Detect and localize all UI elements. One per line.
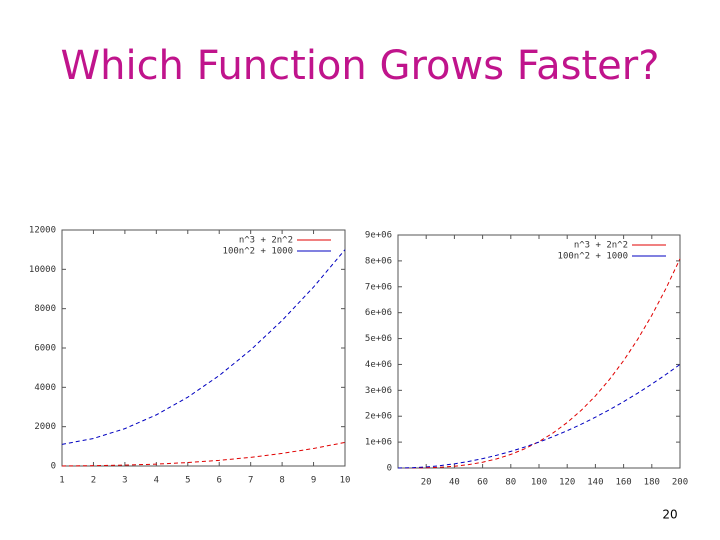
y-tick-label: 0 (387, 464, 392, 474)
x-tick-label: 40 (449, 478, 460, 488)
x-tick-label: 60 (477, 478, 488, 488)
y-tick-label: 4000 (34, 383, 56, 393)
y-tick-label: 7e+06 (365, 282, 392, 292)
series-line (61, 441, 346, 467)
y-tick-label: 4e+06 (365, 360, 392, 370)
x-tick-label: 140 (587, 478, 603, 488)
x-tick-label: 180 (644, 478, 660, 488)
y-tick-label: 2000 (34, 422, 56, 432)
y-tick-label: 8000 (34, 304, 56, 314)
series-line (61, 249, 346, 445)
x-tick-label: 80 (505, 478, 516, 488)
plot-frame (397, 234, 681, 469)
x-tick-label: 120 (559, 478, 575, 488)
x-tick-label: 8 (279, 476, 284, 486)
x-tick-label: 6 (217, 476, 222, 486)
y-tick-label: 6000 (34, 344, 56, 354)
x-tick-label: 10 (340, 476, 351, 486)
y-tick-label: 1e+06 (365, 438, 392, 448)
x-tick-label: 7 (248, 476, 253, 486)
x-tick-label: 2 (91, 476, 96, 486)
y-tick-label: 0 (51, 462, 56, 472)
y-tick-label: 3e+06 (365, 386, 392, 396)
y-tick-label: 10000 (29, 265, 56, 275)
x-tick-label: 20 (421, 478, 432, 488)
y-tick-label: 2e+06 (365, 412, 392, 422)
x-tick-label: 100 (531, 478, 547, 488)
y-tick-label: 5e+06 (365, 334, 392, 344)
x-tick-label: 1 (59, 476, 64, 486)
x-tick-label: 200 (672, 478, 688, 488)
series-line (397, 258, 681, 469)
series-line (397, 364, 681, 469)
y-tick-label: 9e+06 (365, 231, 392, 241)
x-tick-label: 9 (311, 476, 316, 486)
x-tick-label: 160 (615, 478, 631, 488)
y-tick-label: 12000 (29, 226, 56, 236)
plot-frame (61, 229, 346, 467)
x-tick-label: 3 (122, 476, 127, 486)
legend-label: 100n^2 + 1000 (558, 252, 628, 262)
slide-title: Which Function Grows Faster? (61, 43, 660, 89)
legend-label: 100n^2 + 1000 (223, 247, 293, 257)
x-tick-label: 4 (154, 476, 159, 486)
x-tick-label: 5 (185, 476, 190, 486)
legend-label: n^3 + 2n^2 (574, 241, 628, 251)
y-tick-label: 6e+06 (365, 308, 392, 318)
y-tick-label: 8e+06 (365, 256, 392, 266)
legend-label: n^3 + 2n^2 (239, 236, 293, 246)
page-number: 20 (662, 508, 677, 522)
